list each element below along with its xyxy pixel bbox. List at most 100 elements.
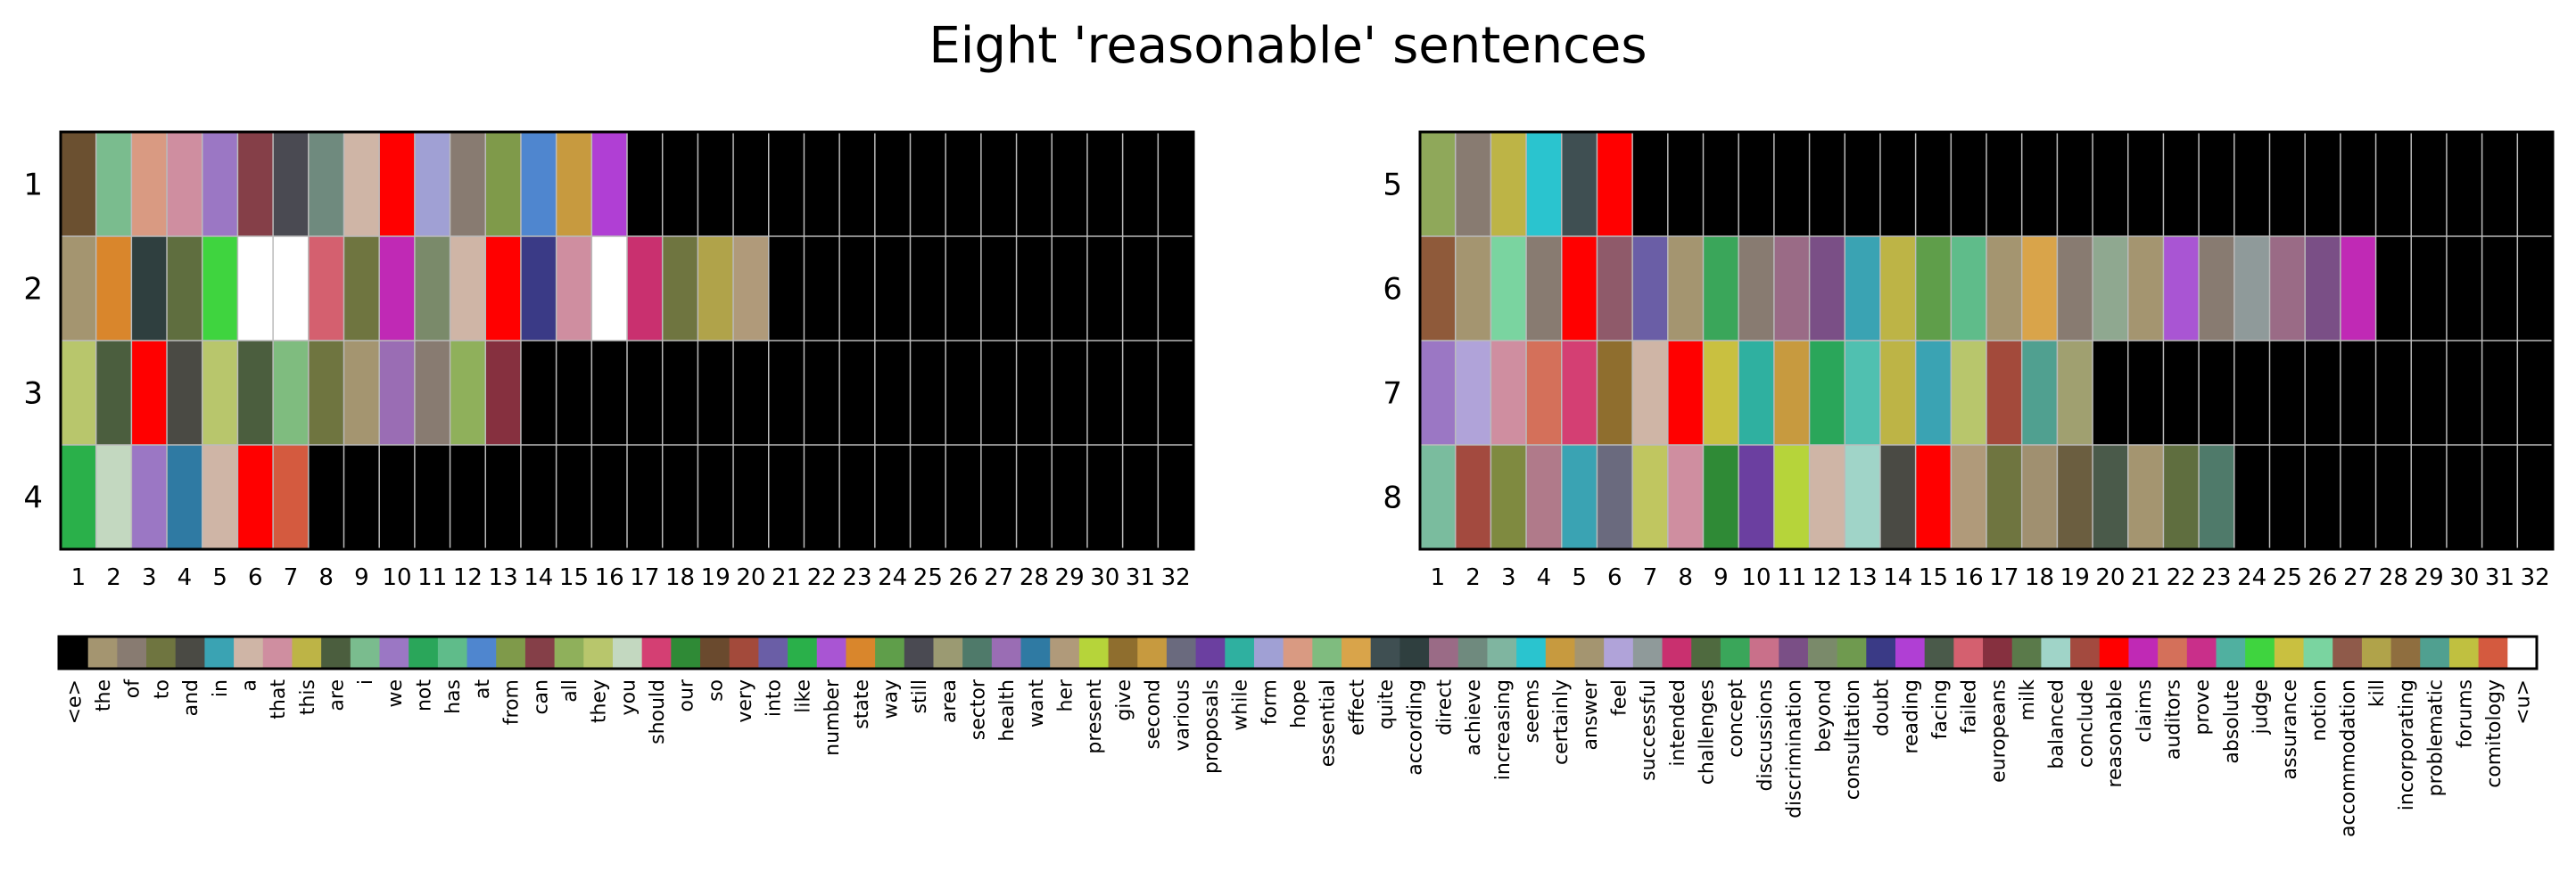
legend-swatch <box>2420 637 2450 669</box>
heatmap-cell <box>1597 132 1633 237</box>
heatmap-cell <box>61 132 97 237</box>
heatmap-cell <box>1879 236 1917 341</box>
heatmap-cell <box>1986 236 2023 341</box>
legend-swatch <box>2390 637 2421 669</box>
x-tick-label: 1 <box>71 564 87 591</box>
x-tick-label: 30 <box>1090 564 1119 591</box>
legend-swatch <box>2245 637 2275 669</box>
x-tick-label: 12 <box>453 564 483 591</box>
legend-word-label: concept <box>1725 679 1747 758</box>
x-tick-label: 25 <box>913 564 943 591</box>
legend-word-label: so <box>705 679 727 702</box>
legend-swatch <box>904 637 934 669</box>
legend-swatch <box>1807 637 1838 669</box>
legend-word-label: can <box>530 679 552 715</box>
heatmap-cell <box>1879 445 1917 550</box>
legend-word-label: increasing <box>1492 679 1515 780</box>
heatmap-cell <box>1809 445 1845 550</box>
panel-frame <box>59 130 1195 551</box>
heatmap-cell <box>343 341 380 446</box>
legend-word-label: of <box>122 678 144 698</box>
legend-word-label: assurance <box>2279 679 2301 779</box>
heatmap-cell <box>450 341 486 446</box>
heatmap-cell <box>2269 236 2306 341</box>
legend-swatch <box>2128 637 2159 669</box>
legend-word-label: proposals <box>1201 679 1223 774</box>
heatmap-cell <box>1420 132 1457 237</box>
legend-swatch <box>321 637 351 669</box>
legend-word-label: notion <box>2308 679 2331 742</box>
x-tick-label: 11 <box>417 564 447 591</box>
heatmap-cell <box>1632 236 1669 341</box>
heatmap-cell <box>237 132 274 237</box>
legend-word-label: milk <box>2017 679 2039 721</box>
legend-word-label: not <box>414 679 436 711</box>
legend-word-label: want <box>1026 679 1048 728</box>
heatmap-cell <box>1951 236 1987 341</box>
legend-word-label: her <box>1055 678 1077 711</box>
row-label: 6 <box>1383 272 1402 308</box>
legend-swatch <box>1632 637 1664 669</box>
legend-swatch <box>1050 637 1080 669</box>
legend-word-label: hope <box>1288 679 1310 728</box>
x-tick-label: 20 <box>2095 564 2125 591</box>
legend-swatch <box>1866 637 1896 669</box>
row-label: 4 <box>23 481 43 516</box>
legend-swatch <box>2361 637 2392 669</box>
legend-swatch <box>1429 637 1459 669</box>
heatmap-cell <box>2127 445 2164 550</box>
legend-swatch <box>1195 637 1226 669</box>
heatmap-cell <box>61 341 97 446</box>
legend-word-label: <e> <box>63 679 86 724</box>
legend-swatch <box>1137 637 1168 669</box>
heatmap-cell <box>95 236 132 341</box>
legend-swatch <box>437 637 468 669</box>
heatmap-cell <box>308 236 344 341</box>
legend-word-label: a <box>238 679 260 691</box>
legend-swatch <box>175 637 205 669</box>
heatmap-cell <box>485 236 522 341</box>
x-tick-label: 17 <box>630 564 659 591</box>
heatmap-cell <box>273 341 310 446</box>
legend-word-label: very <box>734 679 756 723</box>
heatmap-cell <box>308 132 344 237</box>
heatmap-cell <box>61 236 97 341</box>
heatmap-cell <box>627 236 664 341</box>
legend-swatch <box>2158 637 2188 669</box>
legend-swatch <box>700 637 731 669</box>
row-label: 8 <box>1383 481 1402 516</box>
x-tick-label: 20 <box>736 564 765 591</box>
legend-word-label: feel <box>1609 679 1631 716</box>
heatmap-cell <box>450 236 486 341</box>
legend-word-label: various <box>1171 679 1193 752</box>
x-tick-label: 10 <box>382 564 411 591</box>
heatmap-cell <box>1809 341 1845 446</box>
legend-word-label: incorporating <box>2396 679 2418 810</box>
heatmap-cell <box>343 132 380 237</box>
legend-word-label: accommodation <box>2338 679 2360 837</box>
heatmap-cell <box>591 236 628 341</box>
heatmap-cell <box>414 236 451 341</box>
legend-swatch <box>466 637 497 669</box>
legend-swatch <box>1253 637 1284 669</box>
row-label: 3 <box>23 376 43 412</box>
heatmap-cell <box>1561 445 1598 550</box>
heatmap-cell <box>167 132 203 237</box>
x-tick-label: 10 <box>1741 564 1771 591</box>
heatmap-cell <box>698 236 734 341</box>
heatmap-cell <box>1703 445 1739 550</box>
x-tick-label: 2 <box>106 564 121 591</box>
legend-swatch <box>1574 637 1605 669</box>
x-tick-label: 9 <box>354 564 369 591</box>
legend-word-label: give <box>1113 679 1135 721</box>
heatmap-cell <box>450 132 486 237</box>
heatmap-cell <box>1597 236 1633 341</box>
heatmap-cell <box>1420 445 1457 550</box>
x-tick-label: 18 <box>665 564 695 591</box>
heatmap-cell <box>379 341 416 446</box>
legend-word-label: reading <box>1900 679 1922 754</box>
legend-word-label: <u> <box>2513 679 2535 725</box>
legend-swatch <box>2303 637 2333 669</box>
x-tick-label: 17 <box>1989 564 2019 591</box>
